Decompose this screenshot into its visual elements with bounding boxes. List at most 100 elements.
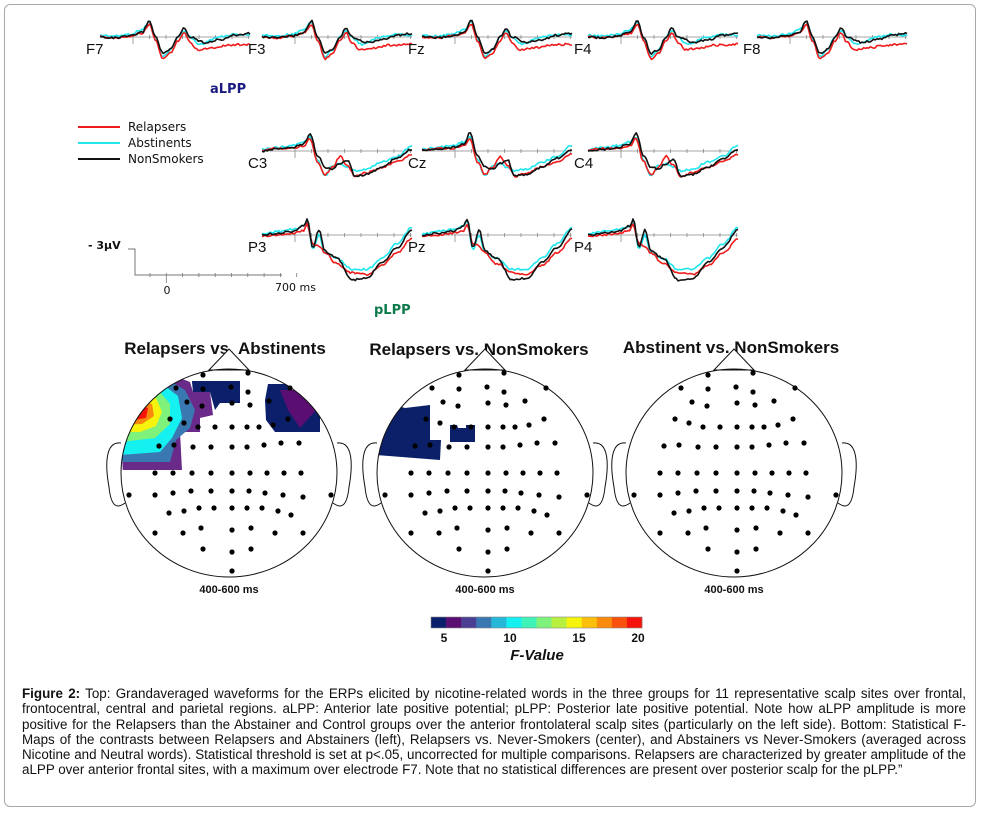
colorbar-label: F-Value xyxy=(510,647,564,664)
electrode-dot xyxy=(229,400,235,406)
colorbar-cell xyxy=(551,617,567,628)
electrode-dot xyxy=(456,386,462,392)
electrode-dot xyxy=(686,420,692,426)
electrode-dot xyxy=(440,399,446,405)
waveform-trace-black xyxy=(421,131,573,177)
electrode-dot xyxy=(750,370,756,376)
electrode-dot xyxy=(189,470,195,476)
electrode-dot xyxy=(167,416,173,422)
electrode-dot xyxy=(671,510,677,516)
electrode-dot xyxy=(485,549,491,555)
waveform-trace-black xyxy=(261,218,412,282)
map-time-window: 400-600 ms xyxy=(704,584,763,596)
electrode-dot xyxy=(170,470,176,476)
electrode-dot xyxy=(464,444,470,450)
electrode-dot xyxy=(534,440,540,446)
left-ear-outline xyxy=(106,442,126,507)
colorbar-cell xyxy=(446,617,462,628)
electrode-dot xyxy=(195,424,201,430)
electrode-dot xyxy=(713,444,719,450)
electrode-dot xyxy=(764,505,770,511)
electrode-dot xyxy=(544,512,550,518)
map-title-relapsers-vs-nonsmokers: Relapsers vs. NonSmokers xyxy=(369,340,588,359)
electrode-dot xyxy=(541,416,547,422)
scale-time-end: 700 ms xyxy=(275,281,316,294)
electrode-dot xyxy=(752,470,758,476)
electrode-dot xyxy=(288,512,294,518)
electrode-dot xyxy=(248,525,254,531)
electrode-dot xyxy=(693,488,699,494)
electrode-dot xyxy=(657,470,663,476)
waveform-trace-black xyxy=(587,132,738,178)
electrode-label-f3: F3 xyxy=(248,41,266,58)
waveform-panel-f3: F3 xyxy=(248,19,413,61)
electrode-dot xyxy=(228,384,234,390)
electrode-dot xyxy=(766,442,772,448)
electrode-dot xyxy=(528,530,534,536)
colorbar-frame xyxy=(430,616,643,629)
electrode-dot xyxy=(181,508,187,514)
electrode-label-p4: P4 xyxy=(574,239,592,256)
electrode-dot xyxy=(753,546,759,552)
electrode-dot xyxy=(678,385,684,391)
electrode-dot xyxy=(229,470,235,476)
electrode-dot xyxy=(786,470,792,476)
electrode-dot xyxy=(328,492,334,498)
electrode-dot xyxy=(485,400,491,406)
electrode-dot xyxy=(734,568,740,574)
map-time-window: 400-600 ms xyxy=(199,584,258,596)
waveform-trace-red xyxy=(261,24,413,61)
electrode-dot xyxy=(500,444,506,450)
electrode-dot xyxy=(801,440,807,446)
waveform-panel-c4: C4 xyxy=(574,132,739,178)
electrode-dot xyxy=(734,549,740,555)
electrode-dot xyxy=(734,400,740,406)
waveform-trace-red xyxy=(421,138,573,178)
electrode-dot xyxy=(156,443,162,449)
electrode-dot xyxy=(427,442,433,448)
fmap-patches-relapsers-vs-nonsmokers xyxy=(377,405,475,460)
colorbar-cell xyxy=(611,617,628,628)
electrode-dot xyxy=(676,442,682,448)
waveform-panel-pz: Pz xyxy=(408,218,573,281)
electrode-dot xyxy=(500,424,506,430)
electrode-dot xyxy=(485,505,491,511)
electrode-label-fz: Fz xyxy=(408,41,425,58)
electrode-dot xyxy=(468,424,474,430)
electrode-dot xyxy=(229,424,235,430)
scale-amplitude-label: - 3μV xyxy=(88,239,121,252)
electrode-dot xyxy=(749,424,755,430)
colorbar-tick-5: 5 xyxy=(441,631,448,645)
waveform-trace-red xyxy=(587,223,739,276)
electrode-dot xyxy=(408,470,414,476)
left-ear-outline xyxy=(611,442,631,507)
electrode-dot xyxy=(672,416,678,422)
electrode-dot xyxy=(833,492,839,498)
colorbar-cell xyxy=(566,617,583,628)
legend-label-relapsers: Relapsers xyxy=(128,120,186,134)
electrode-dot xyxy=(503,402,509,408)
colorbar-cell xyxy=(461,617,477,628)
waveform-panel-p3: P3 xyxy=(248,218,413,282)
electrode-dot xyxy=(552,440,558,446)
electrode-dot xyxy=(245,370,251,376)
electrode-dot xyxy=(631,492,637,498)
map-title-relapsers-vs-abstinents: Relapsers vs. Abstinents xyxy=(124,339,326,358)
waveform-panels: F7 F3 Fz F4 F8 C3 Cz C4 P3 Pz P4 xyxy=(86,19,908,282)
electrode-dot xyxy=(805,530,811,536)
electrode-dot xyxy=(444,488,450,494)
electrode-dot xyxy=(126,492,132,498)
electrode-dot xyxy=(543,385,549,391)
electrode-dot xyxy=(152,530,158,536)
waveform-trace-red xyxy=(261,222,413,277)
electrode-dot xyxy=(270,422,276,428)
scale-axes xyxy=(128,248,282,276)
nose-outline xyxy=(712,348,756,371)
electrode-dot xyxy=(455,403,461,409)
electrode-dot xyxy=(734,444,740,450)
electrode-dot xyxy=(261,442,267,448)
scalp-map-1: 400-600 ms xyxy=(106,348,352,596)
electrode-dot xyxy=(467,505,473,511)
electrode-dot xyxy=(518,490,524,496)
electrode-dot xyxy=(247,402,253,408)
